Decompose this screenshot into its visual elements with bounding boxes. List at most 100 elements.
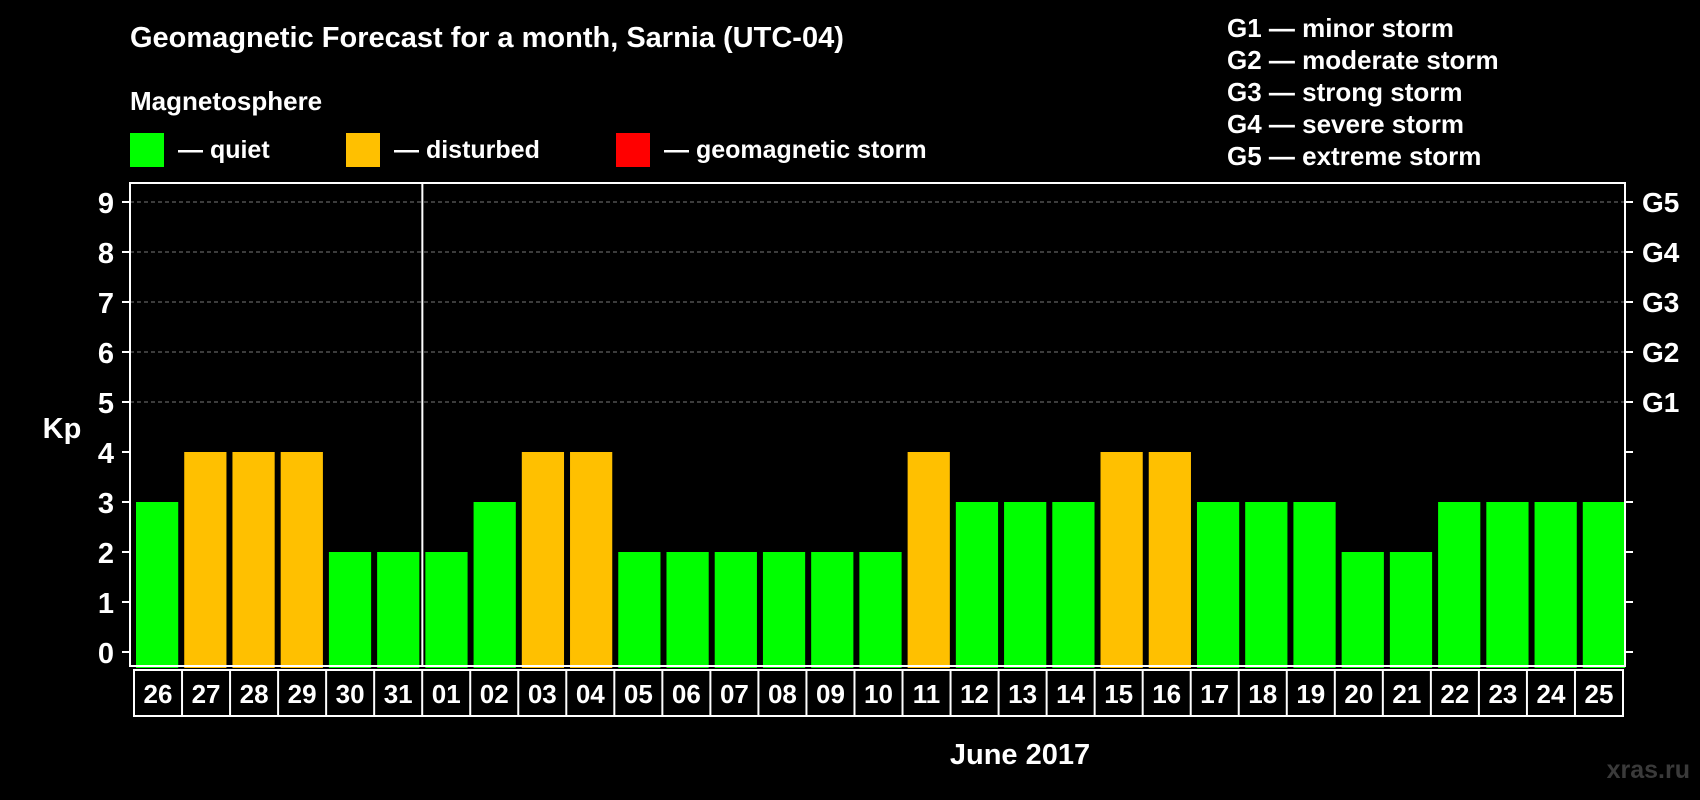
g-scale-label: G1 (1642, 387, 1679, 418)
bar (1100, 452, 1143, 668)
bar (955, 502, 999, 668)
y-tick-label: 5 (98, 388, 114, 420)
x-tick-label: 09 (816, 679, 845, 709)
y-tick-label: 3 (98, 488, 114, 520)
x-tick-label: 10 (864, 679, 893, 709)
bar (1534, 502, 1577, 668)
g-scale-legend: G1 — minor storm G2 — moderate storm G3 … (1227, 12, 1499, 172)
bar (1438, 502, 1481, 668)
bar (1245, 502, 1288, 668)
bar (425, 552, 468, 668)
bar (1486, 502, 1529, 668)
bar (136, 502, 179, 668)
g-scale-label: G5 (1642, 187, 1679, 218)
g-scale-label: G2 (1642, 337, 1679, 368)
bar (473, 502, 516, 668)
bar (1196, 502, 1240, 668)
x-axis-title: June 2017 (950, 739, 1090, 771)
x-tick-label: 01 (432, 679, 461, 709)
chart-title: Geomagnetic Forecast for a month, Sarnia… (130, 22, 844, 54)
x-tick-label: 04 (576, 679, 605, 709)
x-tick-label: 31 (384, 679, 413, 709)
x-tick-label: 26 (144, 679, 173, 709)
legend-item-storm: — geomagnetic storm (616, 133, 927, 167)
x-tick-label: 19 (1296, 679, 1325, 709)
x-tick-label: 22 (1440, 679, 1469, 709)
x-tick-label: 11 (913, 679, 941, 709)
g-scale-legend-g4: G4 — severe storm (1227, 109, 1465, 139)
y-axis-title: Kp (43, 413, 82, 445)
bar (1582, 502, 1625, 668)
bar (1148, 452, 1191, 668)
y-tick-label: 1 (98, 588, 114, 620)
g-scale-legend-g5: G5 — extreme storm (1227, 141, 1482, 171)
y-tick-label: 9 (98, 188, 114, 220)
x-tick-label: 14 (1056, 679, 1085, 709)
x-tick-label: 02 (480, 679, 509, 709)
bar (859, 552, 902, 668)
bar (280, 452, 323, 668)
y-tick-label: 0 (98, 638, 114, 670)
x-tick-label: 08 (768, 679, 797, 709)
g-scale-label: G3 (1642, 287, 1679, 318)
legend-label-disturbed: — disturbed (394, 135, 540, 164)
legend-item-disturbed: — disturbed (346, 133, 540, 167)
y-tick-label: 4 (98, 438, 114, 470)
x-tick-label: 05 (624, 679, 653, 709)
bar (184, 452, 227, 668)
legend-swatch-quiet (130, 133, 164, 167)
bar (377, 552, 420, 668)
bar (618, 552, 661, 668)
bar (1004, 502, 1047, 668)
bar (328, 552, 372, 668)
bar (1293, 502, 1336, 668)
g-scale-legend-g3: G3 — strong storm (1227, 77, 1463, 107)
g-scale-legend-g2: G2 — moderate storm (1227, 45, 1499, 75)
legend-label-storm: — geomagnetic storm (664, 135, 927, 164)
x-tick-label: 18 (1248, 679, 1277, 709)
legend-swatch-disturbed (346, 133, 380, 167)
x-tick-label: 25 (1585, 679, 1614, 709)
x-tick-label: 12 (960, 679, 989, 709)
x-tick-label: 29 (288, 679, 317, 709)
x-tick-label: 20 (1344, 679, 1373, 709)
x-tick-label: 30 (336, 679, 365, 709)
x-tick-label: 13 (1008, 679, 1037, 709)
x-tick-label: 07 (720, 679, 749, 709)
bar (570, 452, 613, 668)
y-tick-label: 7 (98, 288, 114, 320)
x-tick-label: 15 (1104, 679, 1133, 709)
x-tick-label: 06 (672, 679, 701, 709)
x-tick-label: 24 (1536, 679, 1565, 709)
x-tick-label: 17 (1200, 679, 1229, 709)
bar (1052, 502, 1095, 668)
watermark: xras.ru (1606, 756, 1690, 784)
plot-frame (129, 182, 1626, 667)
y-tick-label: 6 (98, 338, 114, 370)
x-tick-label: 21 (1392, 679, 1421, 709)
y-tick-label: 2 (98, 538, 114, 570)
bar (762, 552, 806, 668)
legend-heading: Magnetosphere (130, 86, 323, 116)
x-tick-label: 28 (240, 679, 269, 709)
bar (811, 552, 854, 668)
x-tick-label: 03 (528, 679, 557, 709)
x-tick-label: 16 (1152, 679, 1181, 709)
legend-item-quiet: — quiet (130, 133, 270, 167)
g-scale-label: G4 (1642, 237, 1680, 268)
g-scale-legend-g1: G1 — minor storm (1227, 13, 1454, 43)
bar (666, 552, 709, 668)
x-label-box-frame (133, 669, 1624, 717)
bar (232, 452, 275, 668)
bar (1341, 552, 1384, 668)
legend-swatch-storm (616, 133, 650, 167)
bar (1389, 552, 1433, 668)
bar (907, 452, 950, 668)
legend-label-quiet: — quiet (178, 135, 270, 164)
bar (521, 452, 565, 668)
y-tick-label: 8 (98, 238, 114, 270)
x-tick-label: 27 (192, 679, 221, 709)
bar (714, 552, 757, 668)
x-tick-label: 23 (1488, 679, 1517, 709)
